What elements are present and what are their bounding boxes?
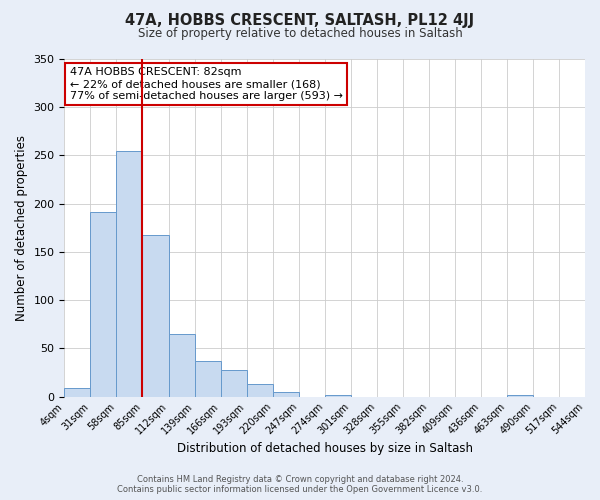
Bar <box>507 394 533 396</box>
Text: 47A, HOBBS CRESCENT, SALTASH, PL12 4JJ: 47A, HOBBS CRESCENT, SALTASH, PL12 4JJ <box>125 12 475 28</box>
Bar <box>91 212 116 396</box>
Bar <box>325 394 351 396</box>
Bar <box>272 392 299 396</box>
Text: Contains HM Land Registry data © Crown copyright and database right 2024.
Contai: Contains HM Land Registry data © Crown c… <box>118 474 482 494</box>
Bar <box>194 361 221 396</box>
Bar <box>247 384 272 396</box>
Bar <box>142 234 169 396</box>
Text: Size of property relative to detached houses in Saltash: Size of property relative to detached ho… <box>137 28 463 40</box>
Bar <box>169 334 194 396</box>
Text: 47A HOBBS CRESCENT: 82sqm
← 22% of detached houses are smaller (168)
77% of semi: 47A HOBBS CRESCENT: 82sqm ← 22% of detac… <box>70 68 343 100</box>
X-axis label: Distribution of detached houses by size in Saltash: Distribution of detached houses by size … <box>177 442 473 455</box>
Y-axis label: Number of detached properties: Number of detached properties <box>15 135 28 321</box>
Bar <box>116 150 142 396</box>
Bar <box>64 388 91 396</box>
Bar <box>221 370 247 396</box>
